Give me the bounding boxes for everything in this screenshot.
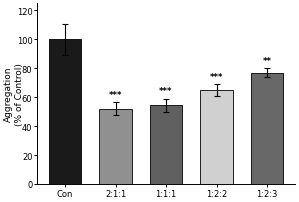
Bar [150, 106, 182, 184]
Bar [99, 109, 132, 184]
Text: ***: *** [159, 87, 173, 96]
Text: **: ** [263, 56, 271, 65]
Text: ***: *** [210, 72, 223, 81]
Bar [200, 90, 233, 184]
Bar [251, 73, 283, 184]
Y-axis label: Aggregation
(% of Control): Aggregation (% of Control) [4, 63, 24, 125]
Text: ***: *** [109, 90, 122, 99]
Bar [49, 40, 81, 184]
